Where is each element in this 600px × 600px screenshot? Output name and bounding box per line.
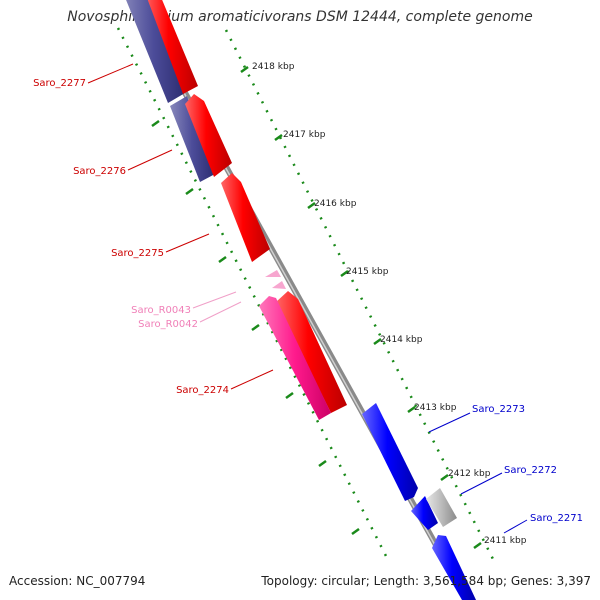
callout-saro-2272 — [460, 472, 503, 495]
ruler-tick — [240, 65, 249, 74]
gene-label-saro-r0043[interactable]: Saro_R0043 — [131, 305, 191, 316]
gene-arrow-navy-b[interactable] — [170, 96, 215, 182]
gene-label-saro-2272[interactable]: Saro_2272 — [504, 465, 557, 476]
page-title: Novosphingobium aromaticivorans DSM 1244… — [67, 9, 533, 25]
gene-label-saro-2274[interactable]: Saro_2274 — [176, 385, 229, 396]
gene-arrow-navy-a[interactable] — [122, 0, 185, 103]
ruler-tick — [351, 527, 360, 536]
ruler-tick — [185, 187, 194, 196]
gene-arrow-saro-2276[interactable] — [185, 94, 232, 177]
ruler-label-2414: 2414 kbp — [380, 335, 423, 345]
ruler-tick — [274, 133, 283, 142]
ruler-ticks — [151, 65, 482, 550]
ruler-label-2411: 2411 kbp — [484, 536, 527, 546]
ruler-tick — [251, 323, 260, 332]
ruler-tick — [151, 119, 160, 128]
gene-arrow-saro-2272[interactable] — [411, 496, 438, 530]
gene-arrow-saro-2277[interactable] — [144, 0, 198, 94]
gene-arrow-saro-2274[interactable] — [259, 296, 331, 420]
ruler-tick — [407, 405, 416, 414]
gene-label-saro-2271[interactable]: Saro_2271 — [530, 513, 583, 524]
ruler-label-2415: 2415 kbp — [346, 267, 389, 277]
accession-text: Accession: NC_007794 — [9, 574, 146, 588]
ruler-label-2412: 2412 kbp — [448, 469, 491, 479]
gene-arrow-saro-2271[interactable] — [432, 535, 476, 600]
callout-saro-2277 — [87, 63, 134, 84]
gene-arrow-trna-b[interactable] — [272, 281, 286, 289]
ruler-tick — [218, 255, 227, 264]
genome-stats-text: Topology: circular; Length: 3,561,584 bp… — [261, 574, 591, 588]
ruler-tick — [340, 269, 349, 278]
gene-arrow-saro-2274-red[interactable] — [276, 291, 347, 413]
inner-ruler-dotted-line — [116, 27, 390, 561]
ruler-label-2418: 2418 kbp — [252, 62, 295, 72]
ruler-tick — [307, 201, 316, 210]
gene-label-saro-2277[interactable]: Saro_2277 — [33, 78, 86, 89]
ruler-label-2417: 2417 kbp — [283, 130, 326, 140]
gene-label-saro-2275[interactable]: Saro_2275 — [111, 248, 164, 259]
gene-arrow-saro-2273[interactable] — [362, 403, 418, 501]
ruler-label-2416: 2416 kbp — [314, 199, 357, 209]
outer-ruler-dotted-line — [224, 29, 498, 566]
ruler-tick — [318, 459, 327, 468]
gene-arrow-saro-2275[interactable] — [221, 173, 270, 262]
ruler-tick — [440, 473, 449, 482]
ruler-tick — [373, 337, 382, 346]
callout-saro-r0043 — [192, 291, 237, 309]
ruler-tick — [473, 541, 482, 550]
gene-label-saro-2276[interactable]: Saro_2276 — [73, 166, 126, 177]
callout-saro-2273 — [428, 412, 471, 433]
gene-arrow-trna-a[interactable] — [265, 270, 281, 277]
callout-saro-2271 — [503, 519, 528, 534]
callout-saro-2275 — [165, 233, 210, 253]
callout-saro-2274 — [230, 369, 274, 390]
callout-saro-2276 — [127, 149, 173, 171]
genome-backbone — [130, 0, 470, 600]
gene-label-saro-r0042[interactable]: Saro_R0042 — [138, 319, 198, 330]
ruler-tick — [285, 391, 294, 400]
ruler-label-2413: 2413 kbp — [414, 403, 457, 413]
gray-feature[interactable] — [426, 488, 457, 527]
gene-label-saro-2273[interactable]: Saro_2273 — [472, 404, 525, 415]
callout-saro-r0042 — [199, 301, 242, 323]
